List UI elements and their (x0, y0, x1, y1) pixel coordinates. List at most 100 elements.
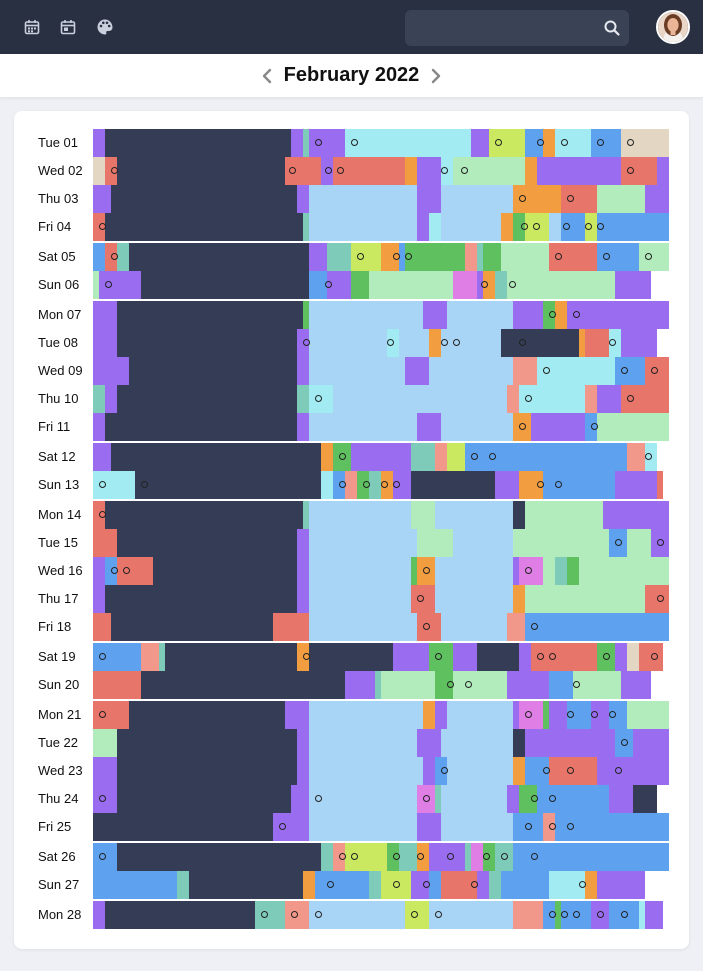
time-block[interactable] (513, 213, 525, 241)
chevron-left-icon[interactable] (257, 66, 277, 86)
event-marker[interactable] (447, 681, 454, 688)
time-block[interactable] (537, 357, 615, 385)
time-block[interactable] (105, 385, 117, 413)
time-block[interactable] (525, 613, 669, 641)
event-marker[interactable] (447, 853, 454, 860)
event-marker[interactable] (393, 253, 400, 260)
time-block[interactable] (135, 471, 321, 499)
time-block[interactable] (435, 585, 513, 613)
time-block[interactable] (567, 557, 579, 585)
time-block[interactable] (321, 443, 333, 471)
time-block[interactable] (513, 901, 543, 929)
time-block[interactable] (507, 785, 519, 813)
event-marker[interactable] (381, 481, 388, 488)
time-block[interactable] (447, 443, 465, 471)
time-block[interactable] (93, 329, 117, 357)
event-marker[interactable] (339, 453, 346, 460)
time-block[interactable] (297, 357, 309, 385)
time-block[interactable] (309, 585, 411, 613)
event-marker[interactable] (615, 539, 622, 546)
time-block[interactable] (627, 443, 645, 471)
time-block[interactable] (411, 871, 429, 899)
event-marker[interactable] (461, 167, 468, 174)
time-block[interactable] (627, 643, 639, 671)
event-marker[interactable] (423, 623, 430, 630)
time-block[interactable] (303, 129, 309, 157)
time-block[interactable] (309, 613, 417, 641)
time-block[interactable] (591, 129, 621, 157)
event-marker[interactable] (279, 823, 286, 830)
event-marker[interactable] (489, 453, 496, 460)
time-block[interactable] (393, 471, 411, 499)
time-block[interactable] (585, 871, 597, 899)
user-avatar[interactable] (656, 10, 690, 44)
event-marker[interactable] (555, 481, 562, 488)
time-block[interactable] (309, 729, 417, 757)
time-block[interactable] (111, 613, 273, 641)
time-block[interactable] (531, 413, 585, 441)
time-block[interactable] (465, 243, 477, 271)
event-marker[interactable] (627, 139, 634, 146)
time-block[interactable] (405, 243, 465, 271)
event-marker[interactable] (531, 795, 538, 802)
time-block[interactable] (543, 701, 549, 729)
event-marker[interactable] (573, 911, 580, 918)
time-block[interactable] (291, 785, 309, 813)
event-marker[interactable] (501, 853, 508, 860)
event-marker[interactable] (525, 395, 532, 402)
event-marker[interactable] (603, 253, 610, 260)
time-block[interactable] (549, 213, 561, 241)
event-marker[interactable] (423, 881, 430, 888)
event-marker[interactable] (495, 139, 502, 146)
time-block[interactable] (93, 129, 105, 157)
event-marker[interactable] (561, 911, 568, 918)
event-marker[interactable] (657, 539, 664, 546)
time-block[interactable] (525, 585, 645, 613)
time-block[interactable] (453, 271, 477, 299)
time-block[interactable] (309, 785, 417, 813)
time-block[interactable] (411, 557, 417, 585)
time-block[interactable] (309, 813, 417, 841)
time-block[interactable] (399, 843, 405, 871)
event-marker[interactable] (471, 453, 478, 460)
time-block[interactable] (93, 443, 111, 471)
event-marker[interactable] (525, 567, 532, 574)
time-block[interactable] (93, 529, 117, 557)
time-block[interactable] (297, 529, 309, 557)
time-block[interactable] (477, 871, 489, 899)
event-marker[interactable] (621, 911, 628, 918)
time-block[interactable] (297, 757, 309, 785)
time-block[interactable] (453, 643, 477, 671)
search-box[interactable] (405, 10, 629, 46)
time-block[interactable] (105, 585, 297, 613)
time-block[interactable] (309, 329, 387, 357)
event-marker[interactable] (615, 767, 622, 774)
event-marker[interactable] (563, 223, 570, 230)
event-marker[interactable] (519, 195, 526, 202)
time-block[interactable] (501, 213, 513, 241)
time-block[interactable] (513, 301, 543, 329)
event-marker[interactable] (123, 567, 130, 574)
event-marker[interactable] (597, 223, 604, 230)
time-block[interactable] (309, 357, 405, 385)
time-block[interactable] (117, 157, 285, 185)
event-marker[interactable] (483, 853, 490, 860)
event-marker[interactable] (351, 853, 358, 860)
event-marker[interactable] (627, 167, 634, 174)
time-block[interactable] (93, 813, 273, 841)
time-block[interactable] (543, 471, 615, 499)
event-marker[interactable] (549, 653, 556, 660)
time-block[interactable] (309, 413, 417, 441)
time-block[interactable] (507, 385, 519, 413)
time-block[interactable] (381, 243, 399, 271)
event-marker[interactable] (627, 395, 634, 402)
time-block[interactable] (369, 471, 381, 499)
time-block[interactable] (591, 701, 609, 729)
event-marker[interactable] (339, 853, 346, 860)
time-block[interactable] (405, 157, 417, 185)
event-marker[interactable] (325, 281, 332, 288)
event-marker[interactable] (105, 281, 112, 288)
time-block[interactable] (291, 129, 303, 157)
event-marker[interactable] (99, 511, 106, 518)
time-block[interactable] (597, 385, 621, 413)
